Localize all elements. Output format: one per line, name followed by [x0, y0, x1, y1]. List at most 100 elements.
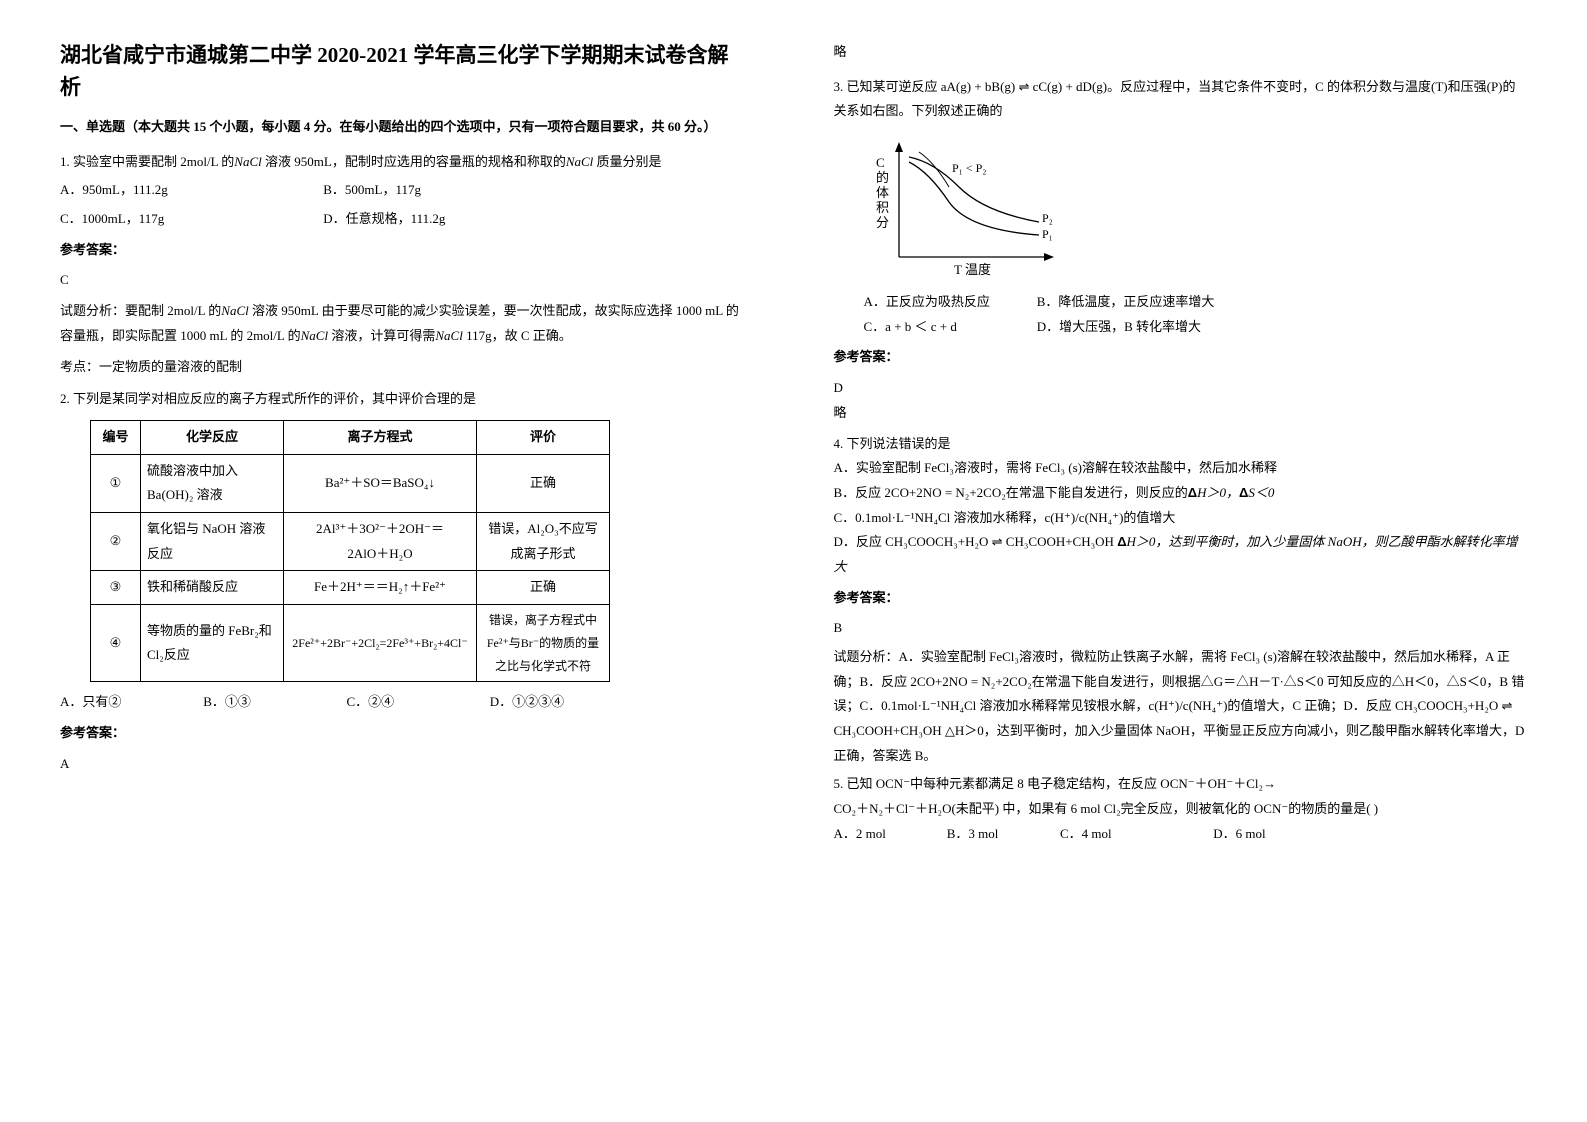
cell-ev: 正确	[477, 571, 610, 605]
cell-num: ①	[91, 454, 141, 512]
q2-opt-c: C．②④	[347, 690, 487, 715]
q3-opt-c: C．a + b ＜ c + d	[864, 315, 1034, 340]
cell-eq: Ba²⁺＋SO＝BaSO₄↓	[284, 454, 477, 512]
q1-nacl1: NaCl	[234, 154, 261, 169]
q1-expl-a: 试题分析：要配制 2mol/L 的	[60, 303, 221, 318]
cell-reaction: 硫酸溶液中加入Ba(OH)₂ 溶液	[141, 454, 284, 512]
cell-eq: Fe＋2H⁺＝＝H₂↑＋Fe²⁺	[284, 571, 477, 605]
cell-num: ③	[91, 571, 141, 605]
q1-stem-b: 溶液 950mL，配制时应选用的容量瓶的规格和称取的	[262, 154, 566, 169]
q5-opt-d: D．6 mol	[1213, 822, 1323, 847]
q1-opt-d: D．任意规格，111.2g	[323, 211, 445, 226]
q4-d-a: D．反应 CH₃COOCH₃+H₂O ⇌ CH₃COOH+CH₃OH	[834, 534, 1118, 549]
q2-options: A．只有② B．①③ C．②④ D．①②③④	[60, 690, 744, 715]
q2-opt-a: A．只有②	[60, 690, 200, 715]
label-p2: P₂	[1042, 211, 1053, 225]
section-instruction: 一、单选题（本大题共 15 个小题，每小题 4 分。在每小题给出的四个选项中，只…	[60, 115, 744, 140]
q1-opt-b: B．500mL，117g	[323, 182, 421, 197]
q4-ans-label: 参考答案：	[834, 586, 1528, 611]
q4-b-b: H＞0，	[1197, 485, 1239, 500]
q3-ans: D	[834, 376, 1528, 401]
q3-stem: 3. 已知某可逆反应 aA(g) + bB(g) ⇌ cC(g) + dD(g)…	[834, 75, 1528, 124]
cell-num: ④	[91, 605, 141, 682]
q1-stem-a: 1. 实验室中需要配制 2mol/L 的	[60, 154, 234, 169]
q3-opts-1: A．正反应为吸热反应 B．降低温度，正反应速率增大	[864, 290, 1528, 315]
document-title: 湖北省咸宁市通城第二中学 2020-2021 学年高三化学下学期期末试卷含解析	[60, 40, 744, 103]
cell-ev: 错误，Al₂O₃不应写成离子形式	[477, 512, 610, 570]
q4-ans: B	[834, 616, 1528, 641]
q3-chart: C 的 体 积 分 P₂ P₁ P₁ < P₂ T 温度	[864, 132, 1064, 282]
th-equation: 离子方程式	[284, 420, 477, 454]
delta-icon: Δ	[1239, 485, 1248, 500]
cell-reaction: 铁和稀硝酸反应	[141, 571, 284, 605]
ylabel-2: 体	[876, 185, 889, 200]
q2-ans: A	[60, 752, 744, 777]
cell-num: ②	[91, 512, 141, 570]
cell-eq: 2Al³⁺＋3O²⁻＋2OH⁻＝ 2AlO＋H₂O	[284, 512, 477, 570]
q1-expl-nacl3: NaCl	[435, 328, 462, 343]
q5-opt-c: C．4 mol	[1060, 822, 1210, 847]
q1-ans-label: 参考答案：	[60, 238, 744, 263]
cell-reaction: 等物质的量的 FeBr₂和 Cl₂反应	[141, 605, 284, 682]
q5-options: A．2 mol B．3 mol C．4 mol D．6 mol	[834, 822, 1528, 847]
page-container: 湖北省咸宁市通城第二中学 2020-2021 学年高三化学下学期期末试卷含解析 …	[0, 0, 1587, 1122]
delta-icon: Δ	[1117, 534, 1126, 549]
left-column: 湖北省咸宁市通城第二中学 2020-2021 学年高三化学下学期期末试卷含解析 …	[0, 0, 794, 1122]
q1-expl-nacl1: NaCl	[221, 303, 248, 318]
q5-opt-a: A．2 mol	[834, 822, 944, 847]
table-row: ② 氧化铝与 NaOH 溶液反应 2Al³⁺＋3O²⁻＋2OH⁻＝ 2AlO＋H…	[91, 512, 610, 570]
q3-opt-d: D．增大压强，B 转化率增大	[1037, 319, 1201, 334]
q2-table: 编号 化学反应 离子方程式 评价 ① 硫酸溶液中加入Ba(OH)₂ 溶液 Ba²…	[90, 420, 610, 683]
q1-explanation: 试题分析：要配制 2mol/L 的NaCl 溶液 950mL 由于要尽可能的减少…	[60, 299, 744, 348]
q4-b-c: S＜0	[1248, 485, 1274, 500]
table-row: ① 硫酸溶液中加入Ba(OH)₂ 溶液 Ba²⁺＋SO＝BaSO₄↓ 正确	[91, 454, 610, 512]
cond-label: P₁ < P₂	[952, 161, 986, 175]
q1-expl-c: 溶液，计算可得需	[328, 328, 435, 343]
q2-stem: 2. 下列是某同学对相应反应的离子方程式所作的评价，其中评价合理的是	[60, 387, 744, 412]
q3-opts-2: C．a + b ＜ c + d D．增大压强，B 转化率增大	[864, 315, 1528, 340]
q1-opts-row2: C．1000mL，117g D．任意规格，111.2g	[60, 207, 744, 232]
ylabel-1: 的	[876, 170, 889, 185]
q3-expl: 略	[834, 401, 1528, 426]
th-eval: 评价	[477, 420, 610, 454]
label-p1: P₁	[1042, 227, 1053, 241]
q1-stem-c: 质量分别是	[593, 154, 661, 169]
cell-ev: 正确	[477, 454, 610, 512]
q1-nacl2: NaCl	[566, 154, 593, 169]
q1-point: 考点：一定物质的量溶液的配制	[60, 355, 744, 380]
ylabel-3: 积	[876, 200, 889, 215]
q1-opts-row1: A．950mL，111.2g B．500mL，117g	[60, 178, 744, 203]
cell-eq: 2Fe²⁺+2Br⁻+2Cl₂=2Fe³⁺+Br₂+4Cl⁻	[284, 605, 477, 682]
delta-icon: Δ	[1188, 485, 1197, 500]
q2-ans-label: 参考答案：	[60, 721, 744, 746]
q4-b-a: B．反应 2CO+2NO = N₂+2CO₂在常温下能自发进行，则反应的	[834, 485, 1188, 500]
q3-opt-a: A．正反应为吸热反应	[864, 290, 1034, 315]
q1-opt-a: A．950mL，111.2g	[60, 178, 320, 203]
ylabel-4: 分	[876, 215, 889, 230]
ylabel-c: C	[876, 155, 885, 170]
q1-stem: 1. 实验室中需要配制 2mol/L 的NaCl 溶液 950mL，配制时应选用…	[60, 150, 744, 175]
q3-ans-label: 参考答案：	[834, 345, 1528, 370]
q4-stem: 4. 下列说法错误的是	[834, 432, 1528, 457]
cell-ev: 错误，离子方程式中 Fe²⁺与Br⁻的物质的量之比与化学式不符	[477, 605, 610, 682]
th-reaction: 化学反应	[141, 420, 284, 454]
q2-opt-d: D．①②③④	[490, 690, 630, 715]
th-num: 编号	[91, 420, 141, 454]
q1-expl-d: 117g，故 C 正确。	[463, 328, 572, 343]
q4-opt-b: B．反应 2CO+2NO = N₂+2CO₂在常温下能自发进行，则反应的ΔH＞0…	[834, 481, 1528, 506]
q1-ans: C	[60, 268, 744, 293]
q3-opt-b: B．降低温度，正反应速率增大	[1037, 294, 1215, 309]
table-row: ④ 等物质的量的 FeBr₂和 Cl₂反应 2Fe²⁺+2Br⁻+2Cl₂=2F…	[91, 605, 610, 682]
xlabel: T 温度	[954, 262, 991, 277]
cell-eq-top: 2Al³⁺＋3O²⁻＋2OH⁻＝	[290, 517, 470, 542]
q4-opt-d: D．反应 CH₃COOCH₃+H₂O ⇌ CH₃COOH+CH₃OH ΔH＞0，…	[834, 530, 1528, 579]
q2-opt-b: B．①③	[203, 690, 343, 715]
q4-explanation: 试题分析：A．实验室配制 FeCl₃溶液时，微粒防止铁离子水解，需将 FeCl₃…	[834, 645, 1528, 768]
table-header-row: 编号 化学反应 离子方程式 评价	[91, 420, 610, 454]
right-top-text: 略	[834, 40, 1528, 65]
q5-line2: CO₂＋N₂＋Cl⁻＋H₂O(未配平) 中，如果有 6 mol Cl₂完全反应，…	[834, 797, 1528, 822]
cell-reaction: 氧化铝与 NaOH 溶液反应	[141, 512, 284, 570]
right-column: 略 3. 已知某可逆反应 aA(g) + bB(g) ⇌ cC(g) + dD(…	[794, 0, 1587, 1122]
q5-opt-b: B．3 mol	[947, 822, 1057, 847]
table-row: ③ 铁和稀硝酸反应 Fe＋2H⁺＝＝H₂↑＋Fe²⁺ 正确	[91, 571, 610, 605]
